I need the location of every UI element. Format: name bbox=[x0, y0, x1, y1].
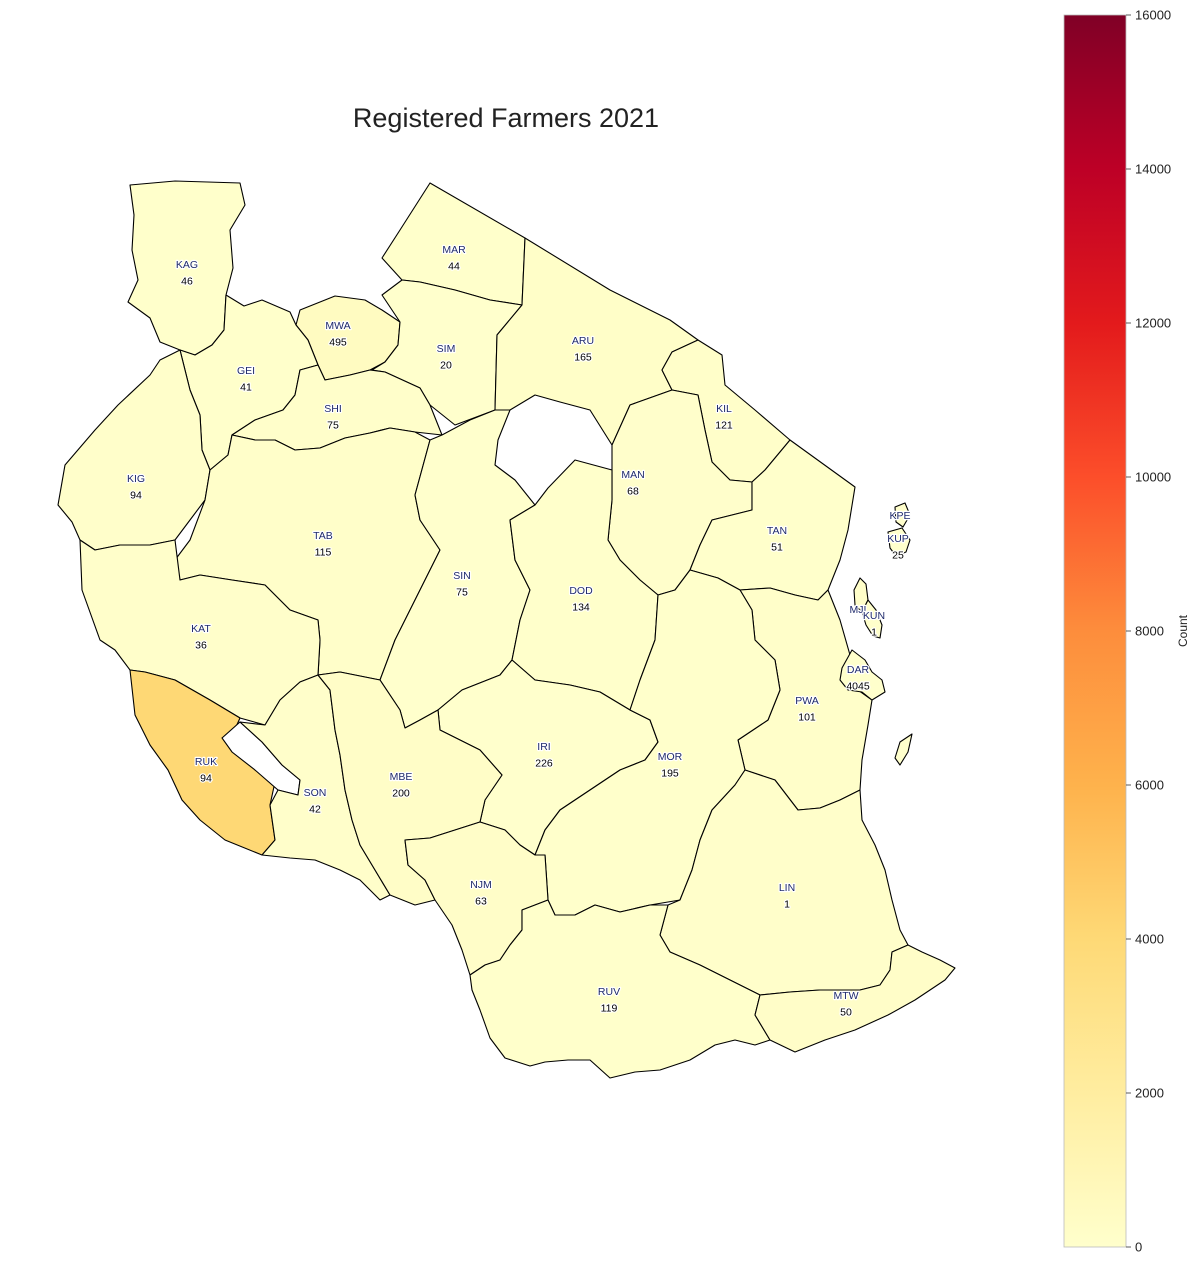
region-value-label: 4045 bbox=[846, 681, 870, 693]
region-KUP[interactable] bbox=[887, 527, 911, 557]
region-SIM[interactable] bbox=[371, 279, 523, 426]
region-code-label: ARU bbox=[572, 335, 594, 347]
region-code-label: DOD bbox=[569, 585, 593, 597]
region-KUN[interactable] bbox=[861, 599, 883, 639]
colorbar-tick-label: 6000 bbox=[1135, 778, 1164, 793]
region-value-label: 1 bbox=[784, 899, 790, 911]
region-code-label: MJI bbox=[850, 604, 867, 616]
region-code-label: KUN bbox=[863, 610, 885, 622]
region-code-label: MOR bbox=[658, 751, 683, 763]
colorbar: 0 2000 4000 6000 8000 10000 12000 14000 16000 Co… bbox=[1063, 8, 1190, 1255]
colorbar-tick-label: 14000 bbox=[1135, 162, 1171, 177]
region-value-label: 134 bbox=[572, 602, 590, 614]
region-value-label: 115 bbox=[315, 547, 332, 559]
colorbar-tick-label: 12000 bbox=[1135, 316, 1171, 331]
region-value-label: 200 bbox=[392, 788, 410, 800]
region-code-label: PWA bbox=[795, 695, 819, 707]
region-code-label: RUV bbox=[598, 986, 620, 998]
colorbar-tick-label: 2000 bbox=[1135, 1086, 1164, 1101]
region-code-label: SON bbox=[304, 787, 327, 799]
region-code-label: TAB bbox=[313, 530, 333, 542]
region-value-label: 195 bbox=[661, 768, 679, 780]
colorbar-tick-label: 10000 bbox=[1135, 470, 1171, 485]
region-code-label: LIN bbox=[779, 882, 795, 894]
region-code-label: GEI bbox=[237, 365, 255, 377]
region-value-label: 50 bbox=[840, 1007, 852, 1019]
region-code-label: KUP bbox=[887, 533, 909, 545]
region-value-label: 41 bbox=[240, 382, 252, 394]
labels-layer: KAG 46 MAR 44 MWA 495 SIM 20 ARU 165 GEI 41 SHI 75 KIL… bbox=[126, 243, 912, 1020]
region-value-label: 94 bbox=[130, 490, 142, 502]
region-value-label: 75 bbox=[327, 420, 339, 432]
colorbar-tick-label: 4000 bbox=[1135, 932, 1164, 947]
region-value-label: 121 bbox=[715, 420, 733, 432]
region-code-label: SIM bbox=[437, 343, 456, 355]
colorbar-label: Count bbox=[1176, 614, 1190, 647]
region-value-label: 101 bbox=[798, 712, 816, 724]
map-title: Registered Farmers 2021 bbox=[353, 103, 659, 133]
region-value-label: 75 bbox=[456, 587, 468, 599]
region-value-label: 495 bbox=[329, 337, 347, 349]
region-code-label: NJM bbox=[470, 879, 492, 891]
region-value-label: 36 bbox=[195, 640, 207, 652]
island-mafia bbox=[894, 733, 913, 766]
colorbar-tick-label: 16000 bbox=[1135, 8, 1171, 23]
region-value-label: 63 bbox=[475, 896, 487, 908]
region-code-label: SIN bbox=[453, 570, 471, 582]
region-code-label: KAG bbox=[176, 259, 198, 271]
regions-layer bbox=[57, 180, 956, 1079]
region-value-label: 44 bbox=[448, 261, 460, 273]
region-code-label: KPE bbox=[889, 510, 910, 522]
region-value-label: 1 bbox=[871, 627, 877, 639]
region-KIG[interactable] bbox=[57, 349, 211, 551]
region-value-label: 25 bbox=[892, 550, 904, 562]
region-DAR[interactable] bbox=[839, 649, 886, 701]
region-value-label: 20 bbox=[440, 360, 452, 372]
colorbar-ticks: 0 2000 4000 6000 8000 10000 12000 14000 16000 bbox=[1126, 8, 1171, 1255]
region-value-label: 51 bbox=[771, 542, 783, 554]
region-code-label: MAN bbox=[621, 469, 644, 481]
region-code-label: TAN bbox=[767, 525, 787, 537]
region-value-label: 68 bbox=[627, 486, 639, 498]
region-value-label: 226 bbox=[535, 758, 553, 770]
region-value-label: 94 bbox=[200, 773, 212, 785]
region-code-label: KIG bbox=[127, 473, 145, 485]
region-code-label: MWA bbox=[325, 320, 350, 332]
region-code-label: SHI bbox=[324, 403, 342, 415]
region-code-label: RUK bbox=[195, 756, 217, 768]
region-value-label: 119 bbox=[601, 1003, 618, 1015]
region-code-label: KIL bbox=[716, 403, 732, 415]
region-value-label: 165 bbox=[574, 352, 592, 364]
region-code-label: MAR bbox=[442, 244, 466, 256]
region-code-label: MBE bbox=[390, 771, 413, 783]
region-MTW[interactable] bbox=[754, 944, 956, 1053]
region-code-label: DAR bbox=[847, 664, 870, 676]
colorbar-gradient bbox=[1063, 14, 1127, 1248]
colorbar-tick-label: 0 bbox=[1135, 1240, 1142, 1255]
region-value-label: 42 bbox=[309, 804, 321, 816]
region-code-label: KAT bbox=[191, 623, 211, 635]
region-code-label: IRI bbox=[537, 741, 550, 753]
region-KPE[interactable] bbox=[894, 502, 911, 528]
region-code-label: MTW bbox=[833, 990, 858, 1002]
region-value-label: 46 bbox=[181, 276, 193, 288]
colorbar-tick-label: 8000 bbox=[1135, 624, 1164, 639]
